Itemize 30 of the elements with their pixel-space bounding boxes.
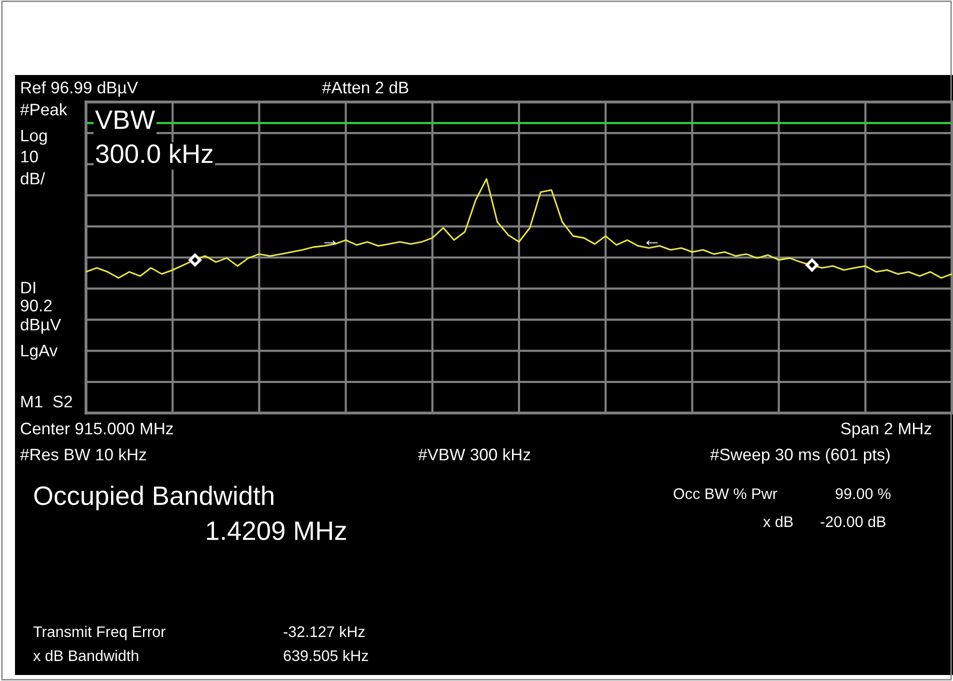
text: #Atten 2 dB [322, 81, 408, 94]
text: #VBW 300 kHz [418, 448, 530, 460]
annotation: → [324, 240, 336, 246]
text: Ref 96.99 dBµV [21, 81, 138, 97]
text: Center 915.000 MHz [20, 422, 173, 434]
text: #Res BW 10 kHz [20, 448, 146, 460]
text: VBW [95, 110, 156, 129]
text: 10 [21, 150, 38, 162]
text: M1 S2 [21, 396, 72, 408]
text: Log [21, 130, 47, 145]
text: Occupied Bandwidth [34, 486, 274, 510]
text: x dB Bandwidth [33, 650, 138, 662]
text: -32.127 kHz [284, 626, 365, 638]
text: 1.4209 MHz [207, 521, 346, 540]
text: dB/ [20, 172, 46, 184]
text: -20.00 dB [820, 516, 886, 528]
text: #Sweep 30 ms (601 pts) [710, 448, 890, 464]
annotation: ← [646, 240, 658, 246]
text: Transmit Freq Error [33, 626, 166, 640]
text: DI [21, 282, 36, 294]
text: x dB [763, 516, 793, 528]
text: LgAv [21, 344, 58, 360]
text: Span 2 MHz [841, 422, 932, 438]
text: dBµV [20, 318, 62, 334]
text: 90.2 [20, 300, 52, 312]
text: 300.0 kHz [96, 144, 212, 164]
text: 99.00 % [836, 488, 891, 500]
text: Occ BW % Pwr [674, 488, 778, 500]
text: 639.505 kHz [284, 650, 368, 662]
text: #Peak [20, 103, 68, 116]
